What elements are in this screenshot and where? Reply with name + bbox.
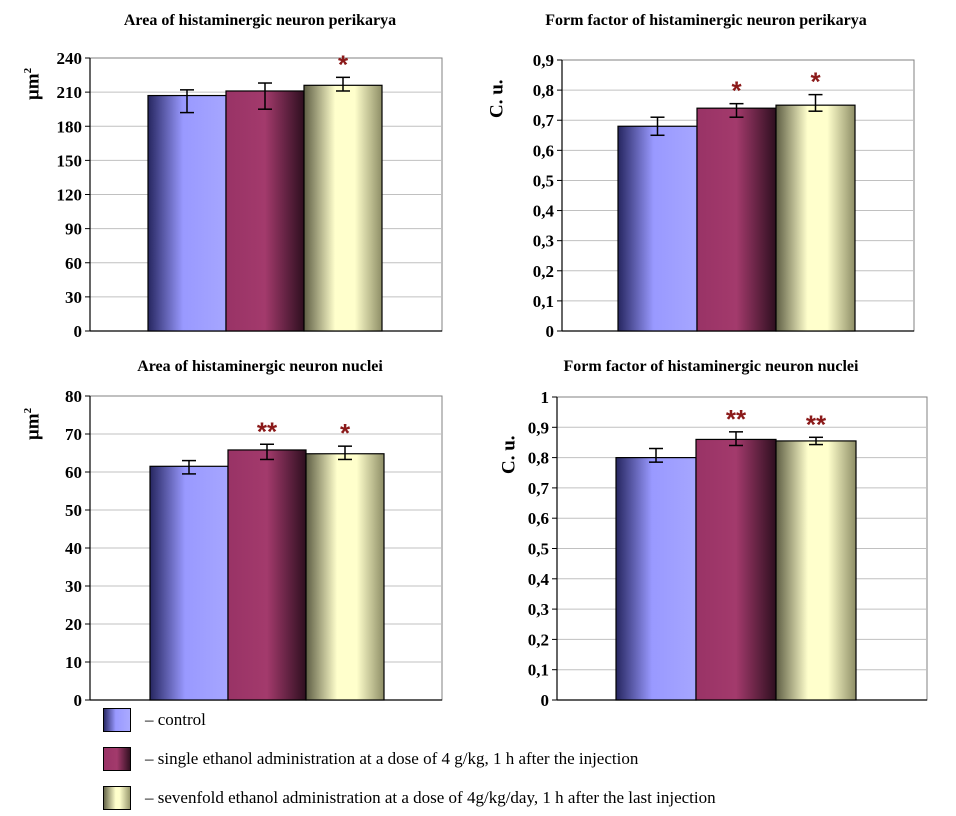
y-tick-label: 90 — [65, 220, 82, 239]
y-tick-label: 1 — [541, 388, 550, 407]
bar-sevenfold — [303, 84, 383, 332]
y-tick-label: 20 — [65, 615, 82, 634]
y-tick-label: 0,4 — [528, 570, 550, 589]
y-tick-label: 0,5 — [533, 171, 554, 190]
y-tick-label: 0,7 — [533, 111, 555, 130]
significance-mark: * — [810, 67, 821, 97]
y-tick-label: 0,3 — [528, 600, 549, 619]
y-tick-label: 0 — [541, 691, 550, 710]
bar-sevenfold — [775, 104, 856, 332]
legend-item-sevenfold: – sevenfold ethanol administration at a … — [103, 786, 923, 812]
y-tick-label: 0,6 — [528, 509, 549, 528]
legend-item-control: – control — [103, 708, 923, 734]
y-tick-label: 60 — [65, 463, 82, 482]
significance-mark: ** — [726, 404, 747, 434]
plot-svg: 0 0,1 0,2 0,3 0,4 0,5 0,6 0,7 0,8 0,9 * * — [533, 51, 915, 341]
y-tick-label: 50 — [65, 501, 82, 520]
bar-single — [696, 107, 777, 332]
bar-single — [695, 438, 777, 701]
significance-mark: * — [340, 418, 351, 448]
y-tick-label: 210 — [57, 83, 83, 102]
chart-area-perikarya: Area of histaminergic neuron perikarya μ… — [0, 0, 470, 345]
y-tick-label: 0,2 — [528, 630, 549, 649]
legend-label: – control — [145, 710, 206, 729]
y-tick-label: 70 — [65, 425, 82, 444]
bar-control — [149, 465, 229, 701]
legend-label: – single ethanol administration at a dos… — [145, 749, 639, 768]
bar-control — [147, 94, 227, 332]
chart-title: Form factor of histaminergic neuron peri… — [545, 12, 867, 29]
legend-item-single: – single ethanol administration at a dos… — [103, 747, 923, 773]
y-tick-label: 0,7 — [528, 479, 550, 498]
y-tick-label: 40 — [65, 539, 82, 558]
y-tick-label: 80 — [65, 387, 82, 406]
legend-swatch-sevenfold — [103, 786, 131, 810]
y-tick-label: 30 — [65, 577, 82, 596]
y-tick-label: 0,8 — [528, 449, 549, 468]
y-tick-label: 120 — [57, 186, 83, 205]
chart-title: Area of histaminergic neuron nuclei — [137, 358, 383, 375]
bar-sevenfold — [775, 440, 857, 701]
y-tick-label: 180 — [57, 117, 83, 136]
legend-swatch-control — [103, 708, 131, 732]
y-tick-label: 0,2 — [533, 262, 554, 281]
y-tick-label: 10 — [65, 653, 82, 672]
y-tick-label: 0 — [74, 322, 83, 341]
bar-control — [615, 456, 697, 701]
y-tick-label: 0,5 — [528, 540, 549, 559]
y-tick-label: 0,3 — [533, 232, 554, 251]
chart-title: Area of histaminergic neuron perikarya — [123, 12, 397, 29]
chart-ff-perikarya: Form factor of histaminergic neuron peri… — [476, 0, 946, 345]
bar-sevenfold — [305, 453, 385, 701]
y-tick-label: 150 — [57, 151, 83, 170]
chart-area-nuclei: Area of histaminergic neuron nuclei μm2 … — [0, 352, 470, 710]
y-tick-label: 0 — [74, 691, 83, 710]
bar-single — [225, 90, 305, 332]
y-tick-label: 0,8 — [533, 81, 554, 100]
legend-swatch-single — [103, 747, 131, 771]
y-tick-label: 240 — [57, 49, 83, 68]
chart-ff-nuclei: Form factor of histaminergic neuron nucl… — [476, 352, 946, 710]
y-tick-label: 0,9 — [533, 51, 554, 70]
chart-title: Form factor of histaminergic neuron nucl… — [563, 358, 859, 375]
significance-mark: * — [338, 49, 349, 79]
y-tick-label: 0,4 — [533, 202, 555, 221]
y-tick-label: 0,1 — [533, 292, 554, 311]
significance-mark: * — [731, 76, 742, 106]
significance-mark: ** — [806, 409, 827, 439]
y-tick-label: 0 — [546, 322, 555, 341]
plot-svg: 0 30 60 90 120 150 180 210 240 * — [57, 49, 443, 341]
bar-single — [227, 449, 307, 701]
significance-mark: ** — [257, 416, 278, 446]
bar-control — [617, 125, 698, 332]
y-tick-label: 0,9 — [528, 418, 549, 437]
y-tick-label: 0,1 — [528, 661, 549, 680]
y-tick-label: 60 — [65, 254, 82, 273]
plot-svg: 0 0,1 0,2 0,3 0,4 0,5 0,6 0,7 0,8 0,9 1 ** ** — [528, 388, 928, 710]
legend-label: – sevenfold ethanol administration at a … — [145, 788, 716, 807]
y-tick-label: 30 — [65, 288, 82, 307]
y-tick-label: 0,6 — [533, 141, 554, 160]
